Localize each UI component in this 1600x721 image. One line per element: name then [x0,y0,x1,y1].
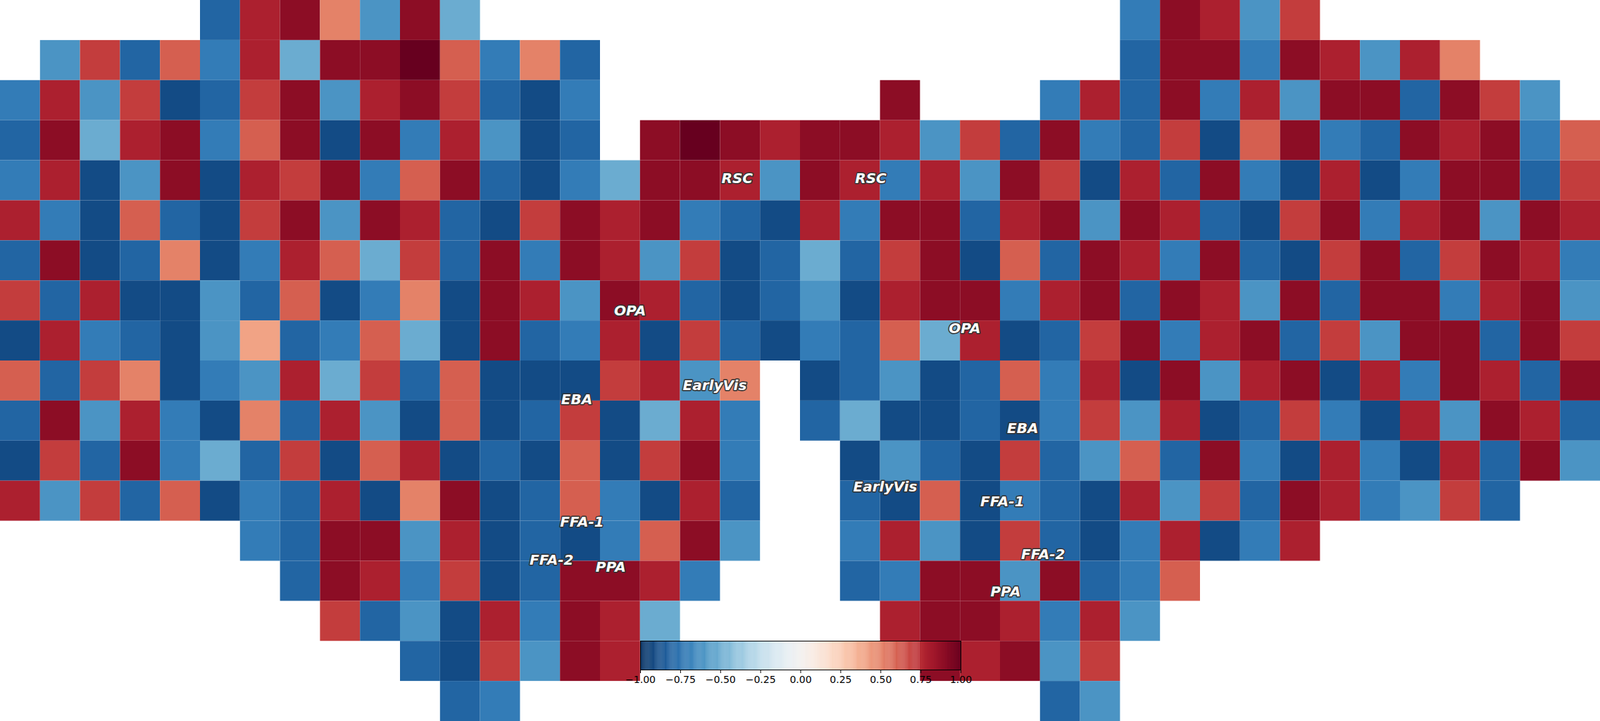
svg-text:EBA: EBA [1007,419,1039,437]
svg-text:RSC: RSC [721,169,754,187]
svg-text:−0.50: −0.50 [705,673,736,686]
svg-text:EarlyVis: EarlyVis [683,376,748,394]
svg-text:FFA-2: FFA-2 [1021,545,1065,563]
svg-text:EarlyVis: EarlyVis [853,478,918,496]
svg-text:OPA: OPA [614,302,646,320]
svg-text:EBA: EBA [561,390,593,408]
svg-text:1.00: 1.00 [950,673,972,686]
svg-text:0.75: 0.75 [909,673,932,686]
svg-text:FFA-1: FFA-1 [980,492,1024,510]
svg-text:0.00: 0.00 [789,673,812,686]
svg-text:−0.75: −0.75 [665,673,696,686]
svg-text:0.50: 0.50 [869,673,892,686]
svg-text:FFA-1: FFA-1 [559,513,604,531]
svg-text:FFA-2: FFA-2 [529,551,574,569]
svg-text:0.25: 0.25 [829,673,852,686]
svg-text:PPA: PPA [595,558,627,576]
svg-text:PPA: PPA [990,583,1021,600]
svg-text:RSC: RSC [854,169,887,187]
svg-text:−1.00: −1.00 [625,673,656,686]
svg-text:−0.25: −0.25 [745,673,777,686]
svg-text:OPA: OPA [948,319,981,337]
